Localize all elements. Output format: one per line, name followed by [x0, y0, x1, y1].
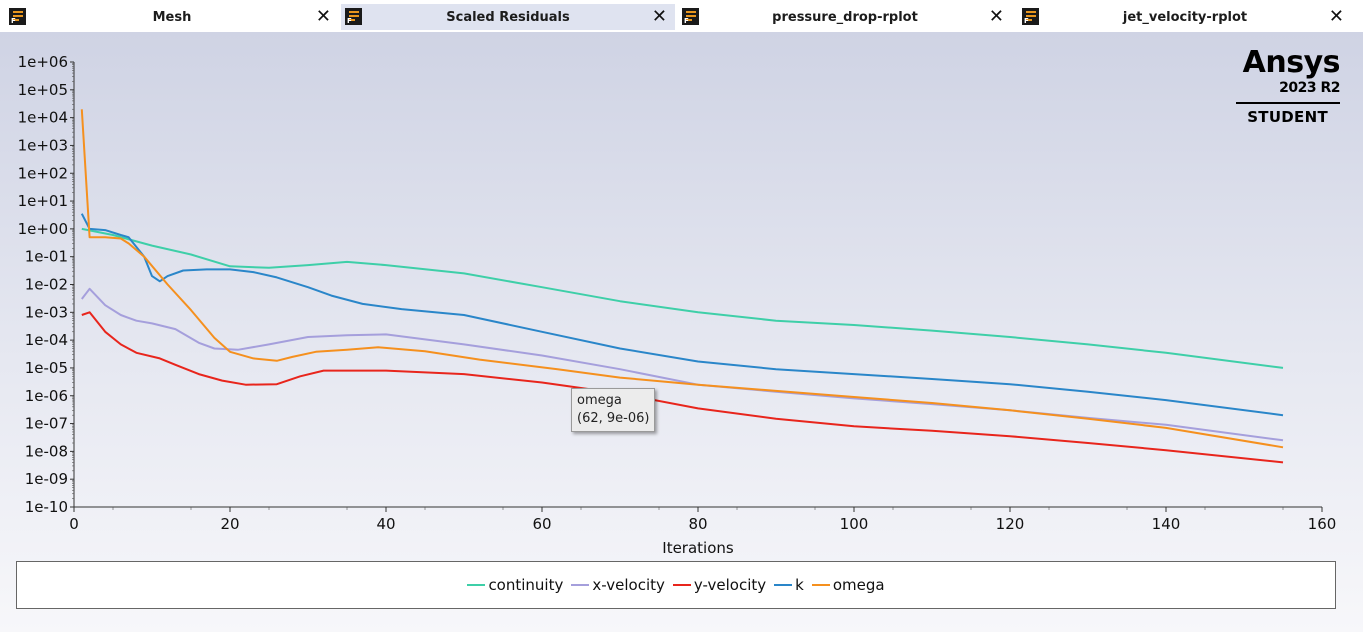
legend-swatch — [467, 584, 486, 586]
legend-swatch — [811, 584, 830, 586]
tab-label: jet_velocity-rplot — [1122, 9, 1248, 25]
close-icon[interactable]: ✕ — [315, 6, 331, 27]
logo-version: 2023 R2 — [1279, 80, 1340, 96]
close-icon[interactable]: ✕ — [651, 6, 667, 27]
legend-label: continuity — [488, 576, 564, 594]
y-tick-label: 1e+05 — [18, 81, 68, 99]
logo-brand: Ansys — [1242, 45, 1341, 80]
series-line-omega[interactable] — [80, 109, 1284, 449]
legend-swatch — [571, 584, 590, 586]
tab-mesh[interactable]: F Mesh ✕ — [5, 4, 339, 30]
plot-area[interactable] — [0, 32, 1363, 632]
x-tick-label: 0 — [69, 515, 79, 533]
close-icon[interactable]: ✕ — [988, 6, 1004, 27]
y-tick-label: 1e+02 — [18, 164, 68, 182]
x-tick-label: 20 — [220, 515, 239, 533]
tooltip-point: (62, 9e-06) — [577, 411, 650, 426]
y-tick-label: 1e+04 — [18, 109, 68, 127]
x-tick-label: 80 — [688, 515, 707, 533]
tab-label: Scaled Residuals — [446, 9, 570, 25]
x-tick-label: 60 — [532, 515, 551, 533]
legend-swatch — [672, 584, 691, 586]
legend-item-k[interactable]: k — [774, 576, 804, 594]
tab-scaled-residuals[interactable]: F Scaled Residuals ✕ — [341, 4, 675, 30]
y-tick-label: 1e+00 — [18, 220, 68, 238]
y-tick-label: 1e+06 — [18, 53, 68, 71]
y-tick-label: 1e-01 — [25, 248, 68, 266]
x-tick-label: 100 — [840, 515, 869, 533]
series-line-k[interactable] — [80, 213, 1284, 417]
tab-label: Mesh — [152, 9, 192, 25]
x-tick-label: 120 — [996, 515, 1025, 533]
legend-label: k — [795, 576, 804, 594]
legend-item-y-velocity[interactable]: y-velocity — [672, 576, 767, 594]
y-tick-label: 1e+01 — [18, 192, 68, 210]
y-tick-label: 1e-02 — [25, 276, 68, 294]
series-line-continuity[interactable] — [81, 227, 1284, 369]
chart-series — [80, 109, 1284, 464]
ansys-logo: Ansys 2023 R2 STUDENT — [1230, 46, 1342, 130]
y-tick-label: 1e-06 — [25, 387, 68, 405]
y-tick-label: 1e-09 — [25, 470, 68, 488]
y-tick-label: 1e+03 — [18, 136, 68, 154]
fluent-app-icon: F — [1022, 8, 1039, 25]
legend-item-omega[interactable]: omega — [811, 576, 885, 594]
series-line-y-velocity[interactable] — [81, 311, 1284, 464]
legend-item-continuity[interactable]: continuity — [467, 576, 563, 594]
chart-axes: 1e+06 1e+05 1e+04 1e+03 1e+02 1e+01 1e+00 1e-01… — [18, 53, 1337, 557]
tab-label: pressure_drop-rplot — [772, 9, 918, 25]
legend-label: y-velocity — [693, 576, 767, 594]
y-tick-label: 1e-07 — [25, 415, 68, 433]
x-tick-label: 40 — [376, 515, 395, 533]
fluent-app-icon: F — [9, 8, 26, 25]
x-tick-label: 140 — [1152, 515, 1181, 533]
legend-swatch — [774, 584, 793, 586]
chart-legend: continuity x-velocity y-velocity k omega — [16, 561, 1336, 609]
legend-item-x-velocity[interactable]: x-velocity — [571, 576, 665, 594]
y-tick-label: 1e-04 — [25, 331, 68, 349]
y-tick-label: 1e-10 — [25, 498, 68, 516]
tab-jet-velocity-rplot[interactable]: F jet_velocity-rplot ✕ — [1018, 4, 1352, 30]
legend-label: x-velocity — [592, 576, 665, 594]
x-axis-label: Iterations — [662, 539, 734, 557]
y-tick-label: 1e-03 — [25, 303, 68, 321]
legend-label: omega — [832, 576, 885, 594]
y-tick-label: 1e-05 — [25, 359, 68, 377]
tab-bar: F Mesh ✕ F Scaled Residuals ✕ F pressure… — [0, 0, 1363, 32]
fluent-app-icon: F — [682, 8, 699, 25]
logo-edition: STUDENT — [1247, 108, 1328, 126]
fluent-app-icon: F — [345, 8, 362, 25]
tab-pressure-drop-rplot[interactable]: F pressure_drop-rplot ✕ — [678, 4, 1012, 30]
x-tick-label: 160 — [1308, 515, 1337, 533]
series-line-x-velocity[interactable] — [81, 287, 1284, 442]
data-tooltip: omega (62, 9e-06) — [571, 388, 656, 432]
logo-rule — [1236, 102, 1340, 104]
residuals-chart[interactable]: 1e+06 1e+05 1e+04 1e+03 1e+02 1e+01 1e+00 1e-01… — [0, 32, 1363, 592]
close-icon[interactable]: ✕ — [1328, 6, 1344, 27]
y-tick-label: 1e-08 — [25, 442, 68, 460]
tooltip-series: omega — [577, 393, 622, 408]
